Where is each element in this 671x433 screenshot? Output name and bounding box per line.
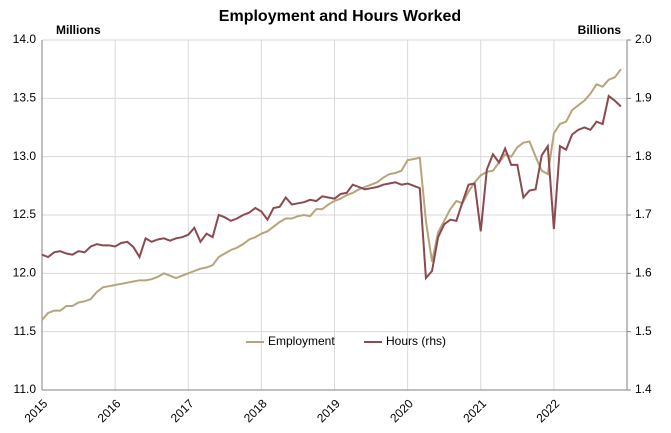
x-tick-label: 2020	[387, 396, 416, 425]
y2-axis-label: Billions	[578, 23, 622, 37]
x-tick-label: 2019	[314, 396, 343, 425]
y-tick-label: 13.0	[13, 149, 37, 163]
y-tick-label: 12.0	[13, 266, 37, 280]
y2-tick-label: 1.5	[635, 324, 652, 338]
x-tick-label: 2021	[460, 396, 489, 425]
y-tick-label: 11.0	[14, 382, 37, 396]
y2-tick-label: 1.8	[635, 149, 652, 163]
line-series	[41, 68, 622, 321]
x-tick-label: 2022	[533, 396, 562, 425]
y-tick-label: 11.5	[14, 324, 37, 338]
y-tick-label: 12.5	[13, 207, 37, 221]
y-axis-label: Millions	[56, 23, 101, 37]
x-tick-label: 2016	[95, 396, 124, 425]
x-tick-label: 2018	[241, 396, 270, 425]
chart-title: Employment and Hours Worked	[219, 8, 461, 25]
y-tick-label: 14.0	[13, 32, 37, 46]
y2-tick-label: 1.7	[635, 207, 652, 221]
x-tick-label: 2015	[22, 396, 51, 425]
line-series	[41, 94, 622, 281]
x-tick-label: 2017	[168, 396, 197, 425]
legend-label: Hours (rhs)	[386, 334, 446, 348]
legend-label: Employment	[268, 334, 335, 348]
y2-tick-label: 1.6	[635, 266, 652, 280]
y2-tick-label: 1.9	[635, 91, 652, 105]
y2-tick-label: 2.0	[635, 32, 652, 46]
y-tick-label: 13.5	[13, 91, 37, 105]
y2-tick-label: 1.4	[635, 382, 652, 396]
